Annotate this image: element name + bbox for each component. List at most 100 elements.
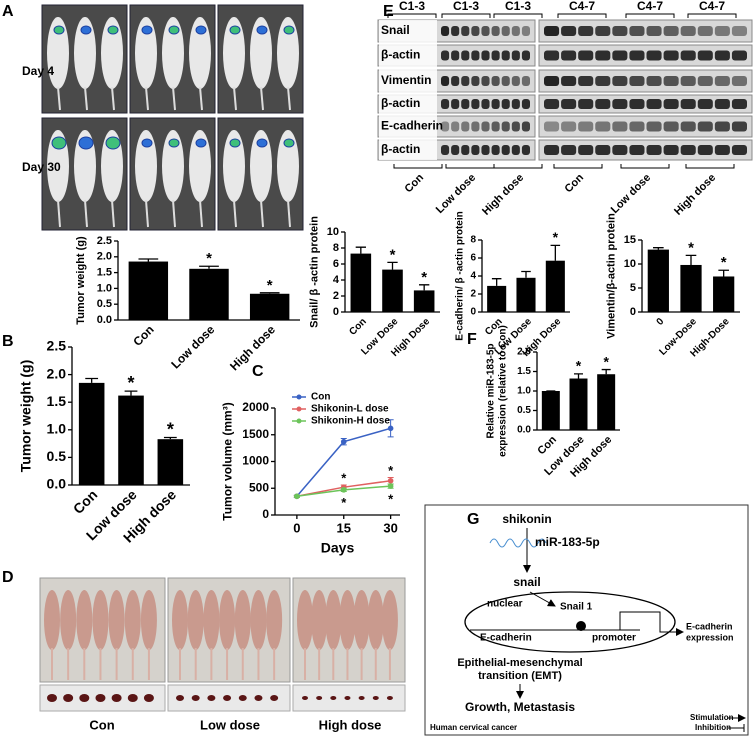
blot-band (471, 50, 480, 61)
significance: * (688, 239, 694, 256)
bracket (625, 13, 675, 18)
mouse (223, 130, 245, 202)
blot-band (451, 76, 460, 86)
y-tick-label: 1.5 (47, 393, 67, 409)
signal (141, 138, 153, 148)
y-tick-label: 2.0 (517, 347, 531, 358)
blot-band (731, 99, 747, 109)
blot-band (629, 145, 645, 155)
signal (168, 25, 180, 35)
blot-band (561, 99, 577, 109)
blot-group-label: Low dose (434, 172, 478, 216)
y-axis-title: Relative miR-183-5p (486, 343, 497, 438)
label: E-cadherin (686, 621, 733, 631)
blot-band (441, 121, 450, 132)
blot-band (511, 76, 520, 86)
y-tick-label: 0 (262, 507, 269, 521)
blot-band (441, 76, 450, 86)
blot-band (461, 76, 470, 86)
blot-band (451, 26, 460, 36)
mouse-tail (145, 199, 149, 228)
y-tick-label: 8 (470, 235, 476, 246)
blot-band (697, 76, 713, 86)
blot-group-label: Con (563, 171, 587, 195)
point (387, 483, 394, 489)
bar (569, 378, 588, 430)
label: Epithelial-mesenchymal (457, 657, 582, 669)
y-tick-label: 500 (249, 480, 269, 494)
tumor (302, 696, 308, 700)
panel-label: F (467, 331, 477, 348)
blot-band (561, 50, 577, 61)
bar (128, 261, 169, 320)
mouse-tail (84, 199, 88, 228)
blot-band (461, 121, 470, 132)
mouse (297, 590, 313, 650)
blot-band (595, 121, 611, 132)
bracket (493, 13, 543, 18)
bracket (441, 13, 491, 18)
mouse-tail (57, 199, 61, 228)
blot-band (578, 76, 594, 86)
x-tick-label: Con (130, 322, 156, 348)
blot-group-label: C4-7 (637, 0, 663, 13)
signal (256, 138, 268, 148)
blot-band (481, 26, 490, 36)
significance: * (576, 358, 582, 374)
bar (157, 439, 184, 485)
blot-band (491, 26, 500, 36)
blot-band (521, 76, 530, 86)
blot-band (511, 121, 520, 132)
blot-band (646, 26, 662, 36)
blot-band (491, 121, 500, 132)
blot-band (731, 76, 747, 86)
error-bar (163, 436, 177, 440)
error-bar (199, 265, 219, 269)
blot-strip (538, 19, 753, 43)
blot-band (441, 99, 450, 109)
legend-marker (296, 418, 302, 424)
panel-label: B (2, 333, 14, 350)
blot-band (511, 26, 520, 36)
y-tick-label: 2.0 (47, 365, 67, 381)
blot-band (680, 121, 696, 132)
error-bar (521, 270, 531, 278)
y-tick-label: 10 (624, 258, 636, 270)
blot-band (544, 145, 560, 155)
blot-strip (538, 94, 753, 114)
signal (105, 136, 121, 150)
tumor (344, 696, 351, 700)
label: Inhibition (695, 723, 731, 732)
x-tick-label: 30 (383, 520, 397, 535)
y-tick-label: 1.0 (517, 386, 531, 397)
diagram-frame (424, 504, 749, 736)
y-tick-label: 2000 (242, 400, 269, 414)
tumor (372, 696, 379, 700)
blot-band (595, 26, 611, 36)
error-bar (718, 269, 729, 277)
mouse (187, 590, 204, 650)
blot-band (663, 26, 679, 36)
blot-band (663, 145, 679, 155)
blot-row-label: Snail (381, 23, 410, 37)
signal (141, 25, 153, 35)
blot-band (714, 50, 730, 61)
mouse-tail (172, 199, 176, 228)
blot-band (481, 145, 490, 155)
nucleus (464, 591, 676, 653)
blot-strip (538, 115, 753, 138)
snail-dot (576, 621, 586, 631)
x-tick-label: Con (535, 433, 559, 457)
blot-band (629, 99, 645, 109)
x-tick-label: 15 (337, 520, 351, 535)
significance: * (267, 277, 273, 294)
blot-band (481, 76, 490, 86)
row-label: Day 30 (22, 160, 61, 174)
blot-group-label: Con (403, 171, 427, 195)
signal (51, 136, 67, 150)
mouse (189, 130, 211, 202)
error-bar (387, 261, 398, 270)
blot-band (578, 99, 594, 109)
mouse (108, 590, 125, 650)
